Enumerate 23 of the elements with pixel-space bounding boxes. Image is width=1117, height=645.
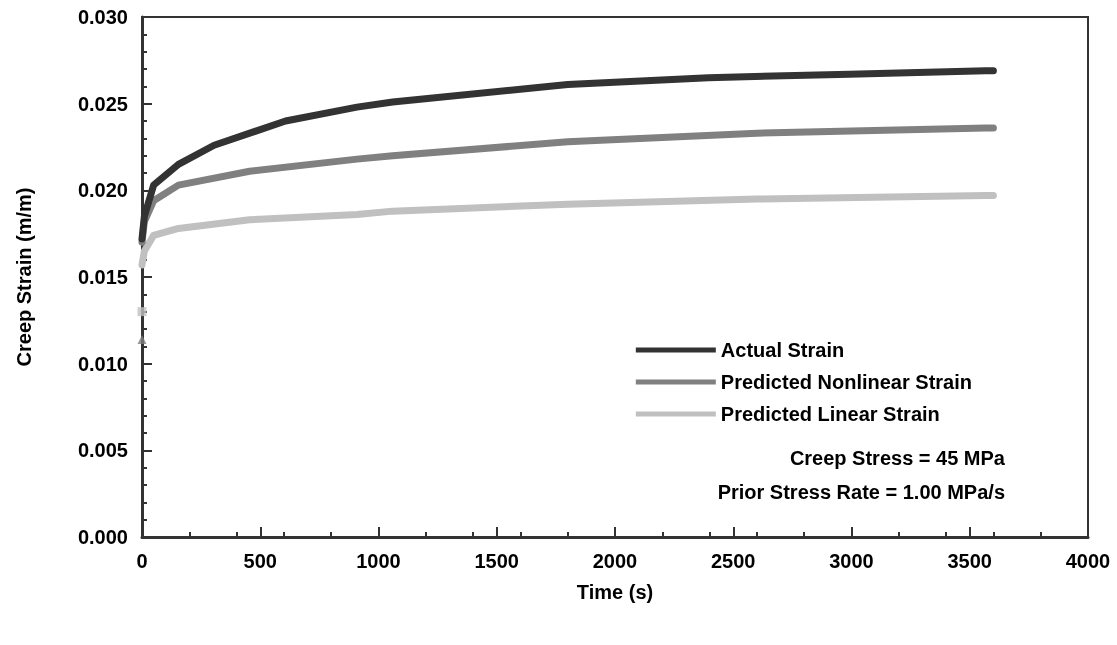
legend-label: Predicted Nonlinear Strain bbox=[720, 371, 972, 393]
y-tick-label: 0.030 bbox=[77, 6, 128, 28]
legend-label: Predicted Linear Strain bbox=[720, 403, 940, 425]
x-tick-label: 2000 bbox=[592, 550, 638, 572]
y-tick-label: 0.005 bbox=[77, 439, 128, 462]
x-tick-label: 4000 bbox=[1065, 550, 1111, 572]
y-tick-label: 0.020 bbox=[77, 179, 128, 202]
x-tick-label: 500 bbox=[243, 550, 277, 572]
y-tick-label: 0.025 bbox=[77, 92, 128, 115]
y-tick-label: 0.010 bbox=[77, 352, 128, 375]
x-tick-label: 3000 bbox=[829, 550, 874, 572]
annotation: Creep Stress = 45 MPa bbox=[789, 447, 1006, 469]
y-tick-label: 0.000 bbox=[77, 526, 128, 548]
x-tick-label: 0 bbox=[136, 550, 148, 572]
y-tick-label: 0.015 bbox=[77, 266, 128, 288]
x-tick-label: 3500 bbox=[947, 550, 992, 572]
x-tick-label: 2500 bbox=[711, 550, 756, 572]
x-tick-label: 1000 bbox=[356, 550, 401, 572]
x-axis-title: Time (s) bbox=[576, 581, 654, 603]
annotation: Prior Stress Rate = 1.00 MPa/s bbox=[717, 481, 1005, 503]
y-axis-title: Creep Strain (m/m) bbox=[13, 187, 35, 367]
legend-label: Actual Strain bbox=[720, 339, 845, 361]
x-tick-label: 1500 bbox=[474, 550, 519, 572]
